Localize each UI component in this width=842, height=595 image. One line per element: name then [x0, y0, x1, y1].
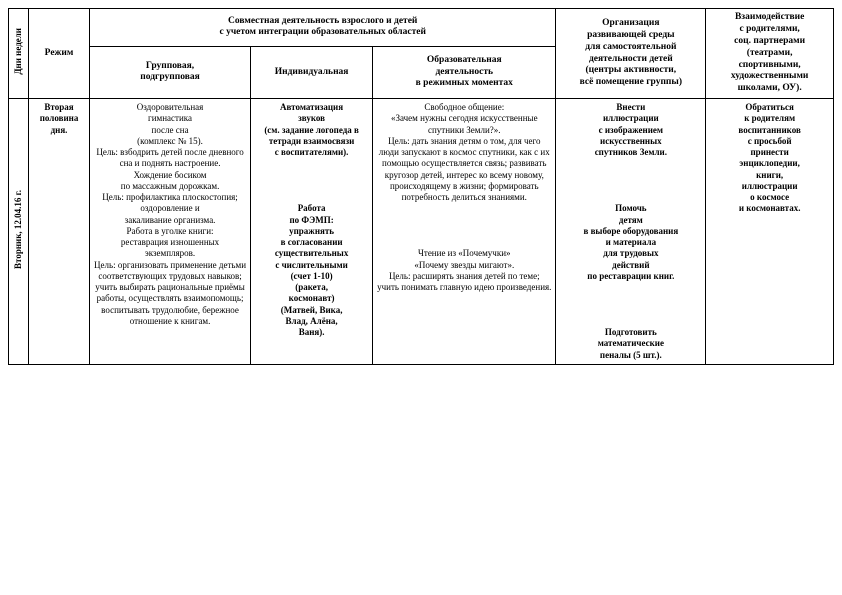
header-joint: Совместная деятельность взрослого и дете… — [90, 9, 556, 47]
header-individual: Индивидуальная — [251, 46, 373, 98]
row-col-individual: Автоматизациязвуков(см. задание логопеда… — [251, 99, 373, 365]
row-col-interaction: Обратитьсяк родителямвоспитанниковс прос… — [706, 99, 834, 365]
header-regime: Режим — [28, 9, 89, 99]
row-day-side: Вторник, 12.04.16 г. — [9, 99, 29, 365]
header-org: Организацияразвивающей средыдля самостоя… — [556, 9, 706, 99]
header-edu-moments: Образовательнаядеятельностьв режимных мо… — [373, 46, 556, 98]
header-interaction: Взаимодействиес родителями,соц. партнера… — [706, 9, 834, 99]
row-col-edu: Свободное общение:«Зачем нужны сегодня и… — [373, 99, 556, 365]
row-regime: Втораяполовинадня. — [28, 99, 89, 365]
row-col-org: Внестииллюстрациис изображениемискусстве… — [556, 99, 706, 365]
planning-table: Дни недели Режим Совместная деятельность… — [8, 8, 834, 365]
header-group: Групповая,подгрупповая — [90, 46, 251, 98]
header-day-week: Дни недели — [9, 9, 29, 99]
row-col-group: Оздоровительнаягимнастикапосле сна(компл… — [90, 99, 251, 365]
